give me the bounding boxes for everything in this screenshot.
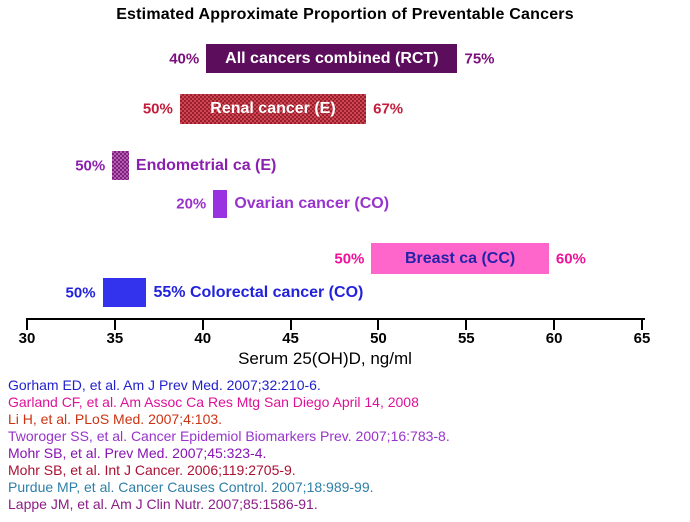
x-axis-tick	[641, 318, 643, 330]
bar-row: 50% Renal cancer (E) 67%	[0, 94, 690, 124]
x-axis-tick	[26, 318, 28, 330]
reference-line: Tworoger SS, et al. Cancer Epidemiol Bio…	[8, 428, 450, 444]
left-percent-label: 50%	[334, 250, 365, 267]
reference-list: Gorham ED, et al. Am J Prev Med. 2007;32…	[8, 377, 688, 513]
x-axis-tick	[377, 318, 380, 330]
bar-inside-label: All cancers combined (RCT)	[225, 49, 439, 67]
x-axis-tick	[289, 318, 292, 330]
reference-line: Li H, et al. PLoS Med. 2007;4:103.	[8, 411, 223, 427]
bar-inside-label: Renal cancer (E)	[210, 100, 336, 117]
bar-row: 50% 55% Colorectal cancer (CO)	[0, 278, 690, 307]
range-bar	[102, 278, 147, 307]
bar-inside-label: Breast ca (CC)	[404, 249, 516, 267]
bar-side-label: 55% Colorectal cancer (CO)	[153, 283, 364, 301]
x-axis-tick	[201, 318, 204, 330]
left-percent-label: 40%	[169, 50, 200, 67]
x-axis-tick	[553, 318, 556, 330]
right-percent-label: 75%	[464, 50, 495, 67]
bar-side-label: Ovarian cancer (CO)	[234, 195, 390, 212]
x-axis-tick-label: 50	[370, 330, 387, 347]
bar-row: 20% Ovarian cancer (CO)	[0, 190, 690, 218]
x-axis-line	[27, 318, 645, 320]
x-axis-tick-label: 55	[457, 330, 475, 347]
x-axis-tick-label: 30	[18, 330, 36, 347]
range-bar: All cancers combined (RCT)	[206, 44, 458, 73]
left-percent-label: 50%	[75, 157, 106, 174]
reference-line: Purdue MP, et al. Cancer Causes Control.…	[8, 479, 374, 495]
reference-line: Lappe JM, et al. Am J Clin Nutr. 2007;85…	[8, 496, 318, 512]
reference-line: Garland CF, et al. Am Assoc Ca Res Mtg S…	[8, 394, 419, 410]
x-axis-tick-label: 45	[282, 330, 299, 347]
reference-line: Mohr SB, et al. Int J Cancer. 2006;119:2…	[8, 462, 296, 478]
range-bar: Renal cancer (E)	[179, 94, 367, 124]
x-axis-tick-label: 35	[106, 330, 124, 347]
x-axis-title: Serum 25(OH)D, ng/ml	[238, 349, 412, 368]
left-percent-label: 20%	[176, 195, 207, 213]
x-axis-tick-label: 65	[633, 330, 651, 347]
chart-title: Estimated Approximate Proportion of Prev…	[116, 6, 574, 23]
range-bar	[213, 190, 228, 218]
bar-side-label: Endometrial ca (E)	[135, 156, 277, 174]
bar-row: 50% Endometrial ca (E)	[0, 151, 690, 180]
bar-row: 40% All cancers combined (RCT) 75%	[0, 44, 690, 73]
x-axis-tick	[113, 318, 116, 330]
range-bar: Breast ca (CC)	[371, 243, 549, 274]
x-axis-tick-label: 60	[545, 330, 563, 347]
range-bar	[112, 151, 129, 180]
right-percent-label: 67%	[373, 100, 404, 118]
reference-line: Gorham ED, et al. Am J Prev Med. 2007;32…	[8, 377, 321, 393]
right-percent-label: 60%	[555, 250, 586, 267]
x-axis-tick-label: 40	[194, 330, 212, 347]
bar-row: 50% Breast ca (CC) 60%	[0, 243, 690, 274]
left-percent-label: 50%	[142, 100, 173, 118]
x-axis-tick	[465, 318, 468, 330]
left-percent-label: 50%	[65, 284, 96, 301]
reference-line: Mohr SB, et al. Prev Med. 2007;45:323-4.	[8, 445, 267, 461]
